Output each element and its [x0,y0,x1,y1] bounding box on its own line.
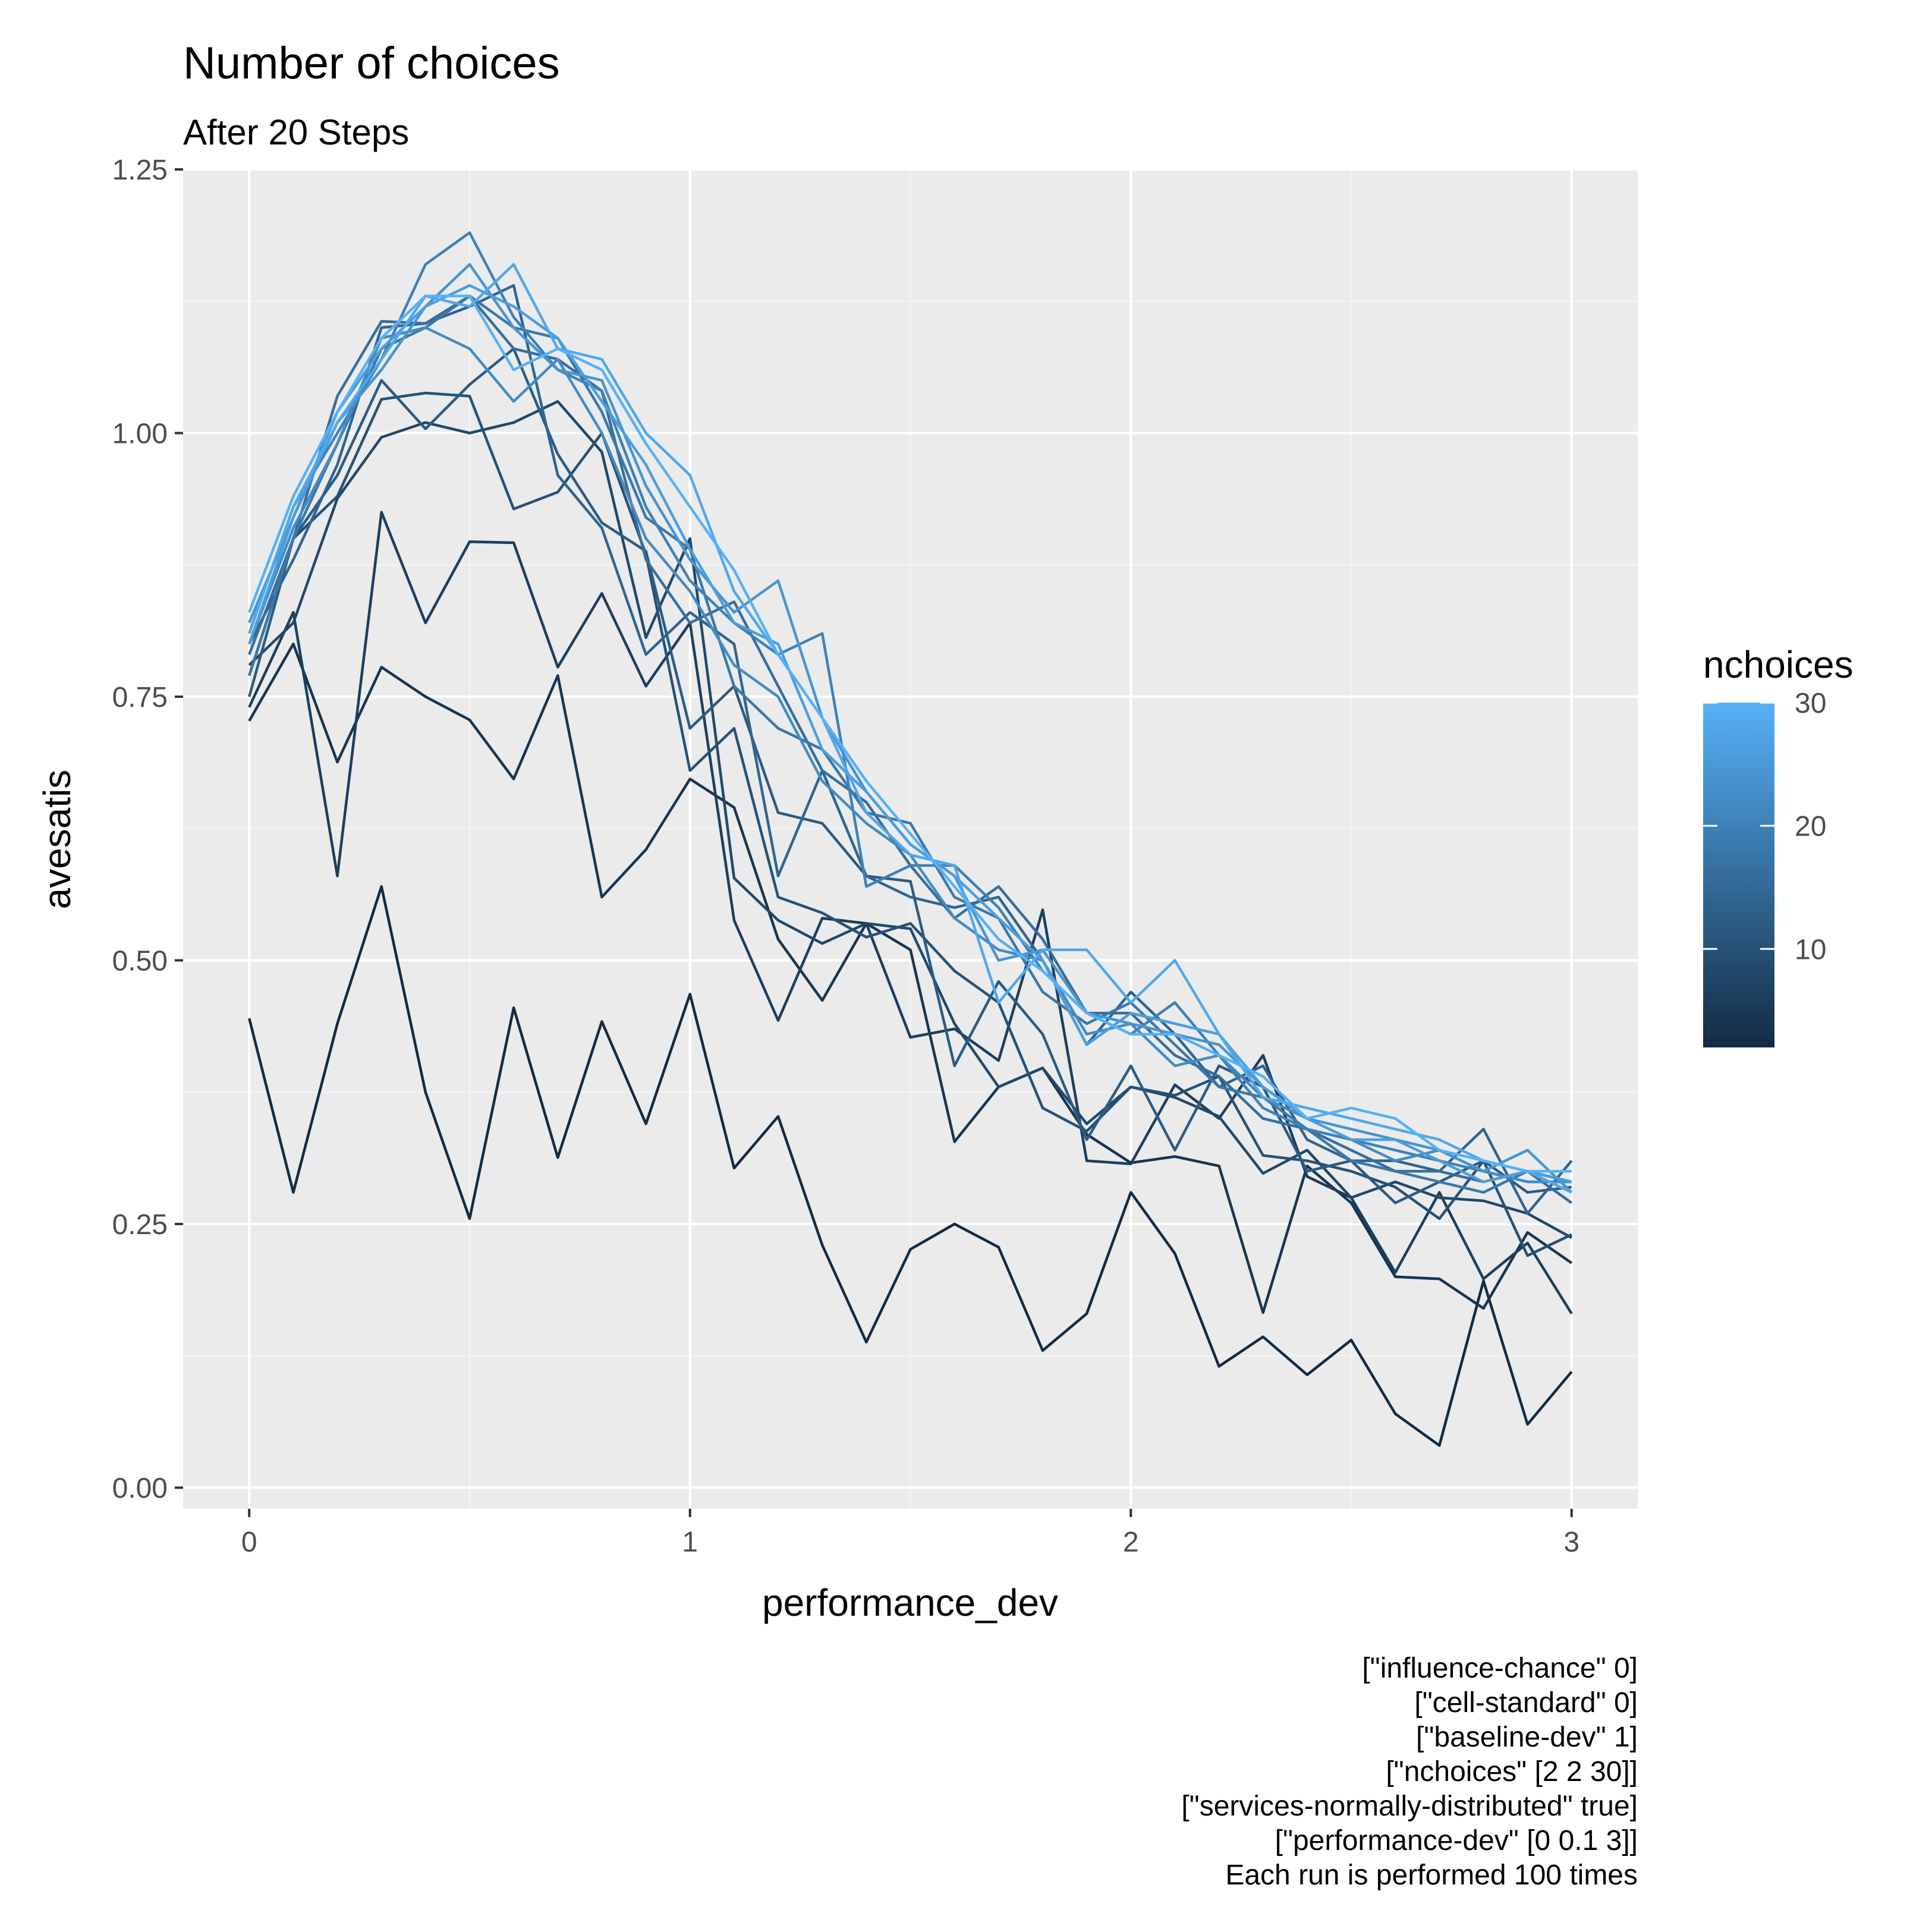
caption-line: ["baseline-dev" 1] [1416,1722,1638,1753]
caption-line: ["cell-standard" 0] [1414,1687,1638,1719]
series-line-nchoices-4 [248,643,1573,1314]
chart-subtitle: After 20 Steps [183,112,409,152]
series-line-nchoices-30 [248,294,1572,1173]
legend-tick-label: 10 [1795,934,1826,965]
series-line-nchoices-10 [248,391,1572,1257]
series-line-nchoices-2 [248,885,1573,1447]
x-tick-label: 3 [1563,1527,1579,1558]
legend-tick-label: 20 [1795,811,1826,842]
legend-colorbar [1703,703,1774,1047]
x-tick-label: 2 [1123,1527,1139,1558]
grid-minor [183,169,1638,1509]
x-axis: 0 1 2 3 [241,1509,1579,1558]
caption-line: ["performance-dev" [0 0.1 3]] [1275,1825,1638,1857]
x-tick-label: 0 [241,1527,257,1558]
chart-title: Number of choices [183,38,560,89]
y-axis: 0.00 0.25 0.50 0.75 1.00 1.25 [112,155,183,1505]
caption-line: ["influence-chance" 0] [1362,1653,1638,1684]
series-line-nchoices-26 [248,284,1572,1184]
caption: ["influence-chance" 0]["cell-standard" 0… [1181,1653,1638,1891]
caption-line: Each run is performed 100 times [1225,1859,1638,1891]
series-line-nchoices-8 [248,400,1572,1239]
caption-line: ["services-normally-distributed" true] [1181,1791,1638,1822]
y-tick-label: 1.00 [112,419,168,450]
legend: nchoices 10 20 30 [1703,643,1854,1047]
y-tick-label: 0.50 [112,946,168,977]
legend-tick-label: 30 [1795,688,1826,719]
series-lines [248,231,1573,1447]
y-tick-label: 0.25 [112,1209,168,1241]
y-tick-label: 0.00 [112,1473,168,1505]
caption-line: ["nchoices" [2 2 30]] [1386,1756,1638,1788]
series-line-nchoices-28 [248,263,1572,1194]
legend-ticks: 10 20 30 [1703,688,1826,965]
y-tick-label: 0.75 [112,682,168,713]
x-tick-label: 1 [682,1527,698,1558]
y-tick-label: 1.25 [112,155,168,186]
y-axis-title: avesatis [36,770,78,910]
legend-title: nchoices [1703,643,1854,686]
x-axis-title: performance_dev [762,1581,1058,1624]
